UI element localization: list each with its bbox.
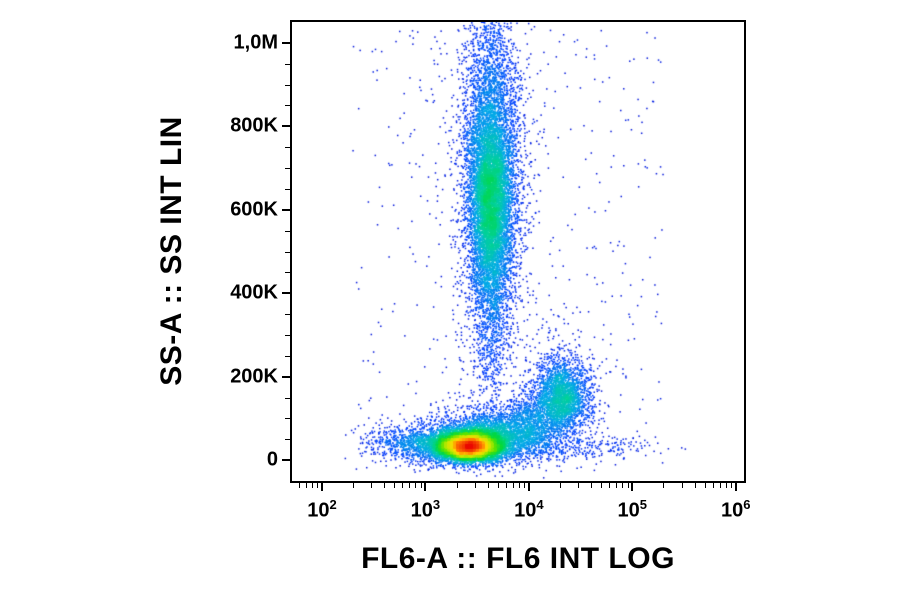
- y-tick-label: 200K: [230, 365, 278, 388]
- x-axis-minor-tick: [456, 483, 458, 488]
- x-axis-minor-tick: [353, 483, 355, 488]
- x-axis-minor-tick: [524, 483, 526, 488]
- x-axis-minor-tick: [402, 483, 404, 488]
- x-axis-minor-tick: [384, 483, 386, 488]
- x-axis-minor-tick: [681, 483, 683, 488]
- x-axis-minor-tick: [694, 483, 696, 488]
- x-axis-minor-tick: [591, 483, 593, 488]
- x-axis-minor-tick: [704, 483, 706, 488]
- x-axis-minor-tick: [512, 483, 514, 488]
- x-axis-minor-tick: [299, 483, 301, 488]
- x-axis-minor-tick: [719, 483, 721, 488]
- y-axis-major-tick: [282, 292, 290, 295]
- x-axis-minor-tick: [415, 483, 417, 488]
- x-axis-minor-tick: [487, 483, 489, 488]
- x-axis-minor-tick: [371, 483, 373, 488]
- x-tick-exponent: 6: [743, 497, 751, 512]
- x-axis-minor-tick: [609, 483, 611, 488]
- y-axis-major-tick: [282, 459, 290, 462]
- x-axis-minor-tick: [518, 483, 520, 488]
- x-tick-exponent: 2: [329, 497, 337, 512]
- x-tick-base: 10: [307, 499, 330, 522]
- x-tick-base: 10: [514, 499, 537, 522]
- x-axis-minor-tick: [420, 483, 422, 488]
- x-axis-minor-tick: [616, 483, 618, 488]
- y-tick-label: 0: [266, 448, 278, 471]
- x-axis-minor-tick: [578, 483, 580, 488]
- x-tick-label: 106: [721, 494, 750, 522]
- x-axis-minor-tick: [663, 483, 665, 488]
- x-axis-minor-tick: [311, 483, 313, 488]
- x-axis-minor-tick: [559, 483, 561, 488]
- x-axis-minor-tick: [305, 483, 307, 488]
- x-tick-label: 104: [514, 494, 543, 522]
- x-axis-minor-tick: [474, 483, 476, 488]
- x-axis-title: FL6-A :: FL6 INT LOG: [361, 542, 675, 575]
- x-tick-label: 102: [307, 494, 336, 522]
- x-tick-label: 105: [618, 494, 647, 522]
- y-axis-major-tick: [282, 375, 290, 378]
- x-axis-major-tick: [320, 483, 323, 491]
- x-tick-label: 103: [411, 494, 440, 522]
- x-axis-minor-tick: [725, 483, 727, 488]
- plot-area: [290, 20, 746, 483]
- scatter-canvas: [292, 22, 744, 481]
- x-tick-base: 10: [617, 499, 640, 522]
- x-axis-minor-tick: [409, 483, 411, 488]
- y-axis-major-tick: [282, 41, 290, 44]
- x-axis-minor-tick: [730, 483, 732, 488]
- x-axis-minor-tick: [622, 483, 624, 488]
- x-tick-base: 10: [410, 499, 433, 522]
- x-tick-exponent: 5: [639, 497, 648, 512]
- x-axis-major-tick: [734, 483, 737, 491]
- x-axis-minor-tick: [712, 483, 714, 488]
- x-tick-exponent: 4: [536, 497, 544, 512]
- x-axis-major-tick: [424, 483, 427, 491]
- x-tick-exponent: 3: [432, 497, 441, 512]
- x-axis-major-tick: [527, 483, 530, 491]
- x-axis-minor-tick: [601, 483, 603, 488]
- x-axis-minor-tick: [317, 483, 319, 488]
- y-axis-major-tick: [282, 125, 290, 128]
- x-axis-minor-tick: [497, 483, 499, 488]
- y-axis-major-tick: [282, 208, 290, 211]
- y-tick-label: 1,0M: [233, 31, 278, 54]
- x-axis-minor-tick: [505, 483, 507, 488]
- x-axis-minor-tick: [394, 483, 396, 488]
- y-tick-label: 800K: [230, 114, 278, 137]
- y-tick-label: 400K: [230, 281, 278, 304]
- y-tick-label: 600K: [230, 198, 278, 221]
- x-axis-minor-tick: [627, 483, 629, 488]
- y-axis-title: SS-A :: SS INT LIN: [155, 116, 188, 386]
- x-axis-major-tick: [631, 483, 634, 491]
- x-tick-base: 10: [720, 499, 744, 522]
